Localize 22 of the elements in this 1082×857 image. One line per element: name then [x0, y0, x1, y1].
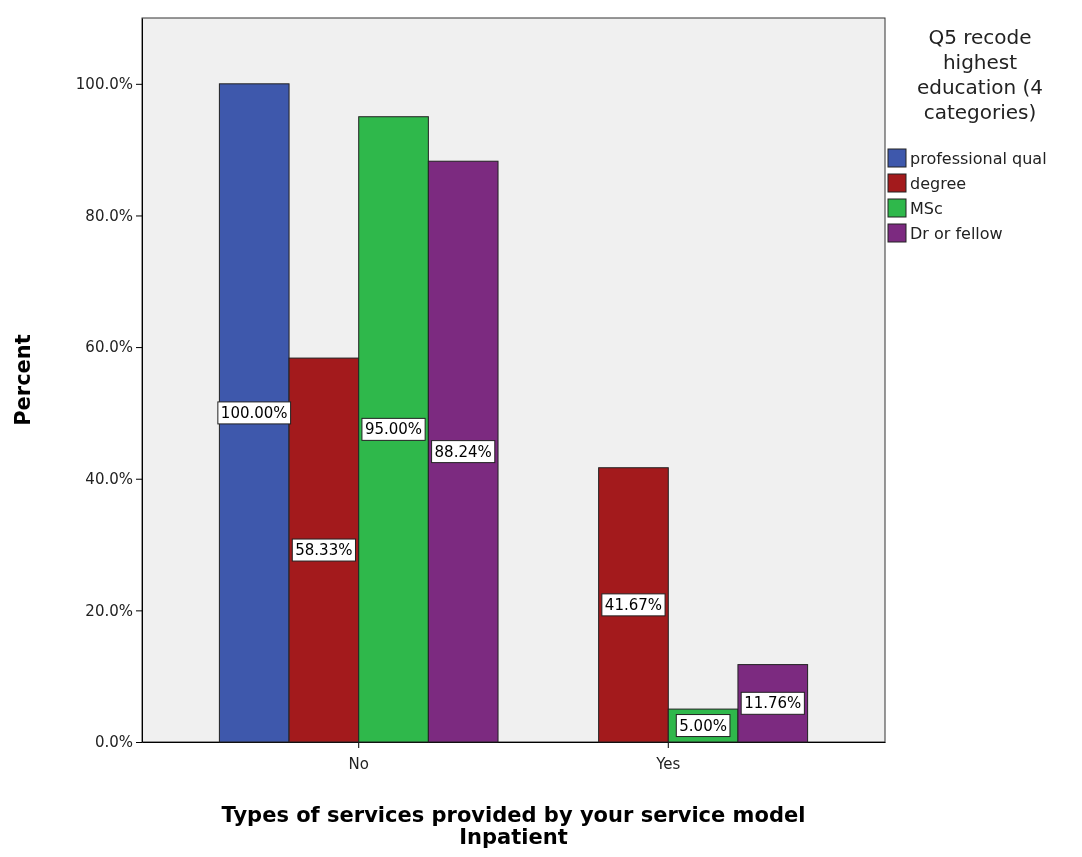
- x-tick-label: Yes: [655, 755, 681, 773]
- data-label: 95.00%: [364, 420, 423, 439]
- y-tick-label: 60.0%: [85, 338, 133, 357]
- y-tick-label: 100.0%: [75, 75, 133, 94]
- data-label: 58.33%: [295, 541, 353, 560]
- y-tick-label: 80.0%: [85, 206, 133, 225]
- legend-label: professional qual: [910, 149, 1047, 168]
- y-tick-label: 0.0%: [94, 733, 133, 752]
- data-label: 88.24%: [434, 442, 492, 461]
- data-label: 5.00%: [679, 716, 727, 735]
- data-label: 41.67%: [604, 595, 663, 614]
- data-label: 11.76%: [744, 694, 802, 713]
- legend-label: degree: [910, 174, 967, 193]
- y-tick-label: 20.0%: [85, 601, 133, 620]
- y-axis-title: Percent: [11, 334, 35, 426]
- legend-label: MSc: [910, 199, 943, 218]
- x-tick-label: No: [348, 755, 369, 773]
- y-tick-label: 40.0%: [85, 470, 133, 489]
- legend-title: Q5 recode highest education (4 categories): [916, 25, 1044, 124]
- legend-label: Dr or fellow: [910, 224, 1003, 243]
- data-label: 100.00%: [220, 403, 288, 422]
- x-axis-title: Types of services provided by your service model Inpatient: [221, 803, 806, 850]
